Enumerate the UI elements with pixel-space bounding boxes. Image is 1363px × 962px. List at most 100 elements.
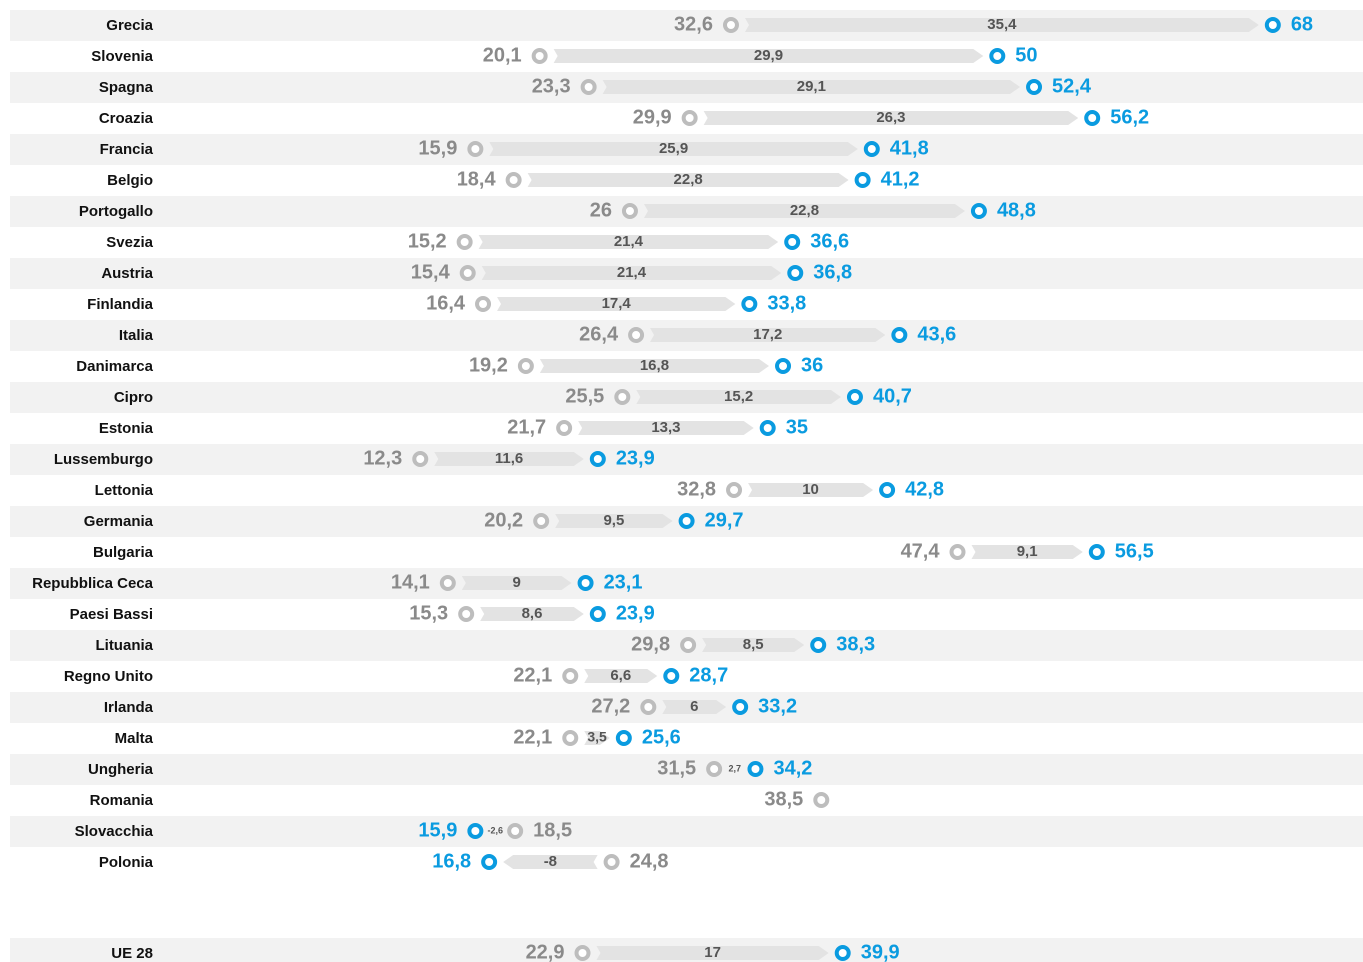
change-label: 9,5 xyxy=(603,512,624,529)
category-label: Lettonia xyxy=(95,482,154,499)
end-label: 43,6 xyxy=(917,323,956,345)
change-arrow xyxy=(503,855,598,869)
start-marker xyxy=(562,668,579,684)
start-marker xyxy=(603,854,620,870)
start-marker xyxy=(580,79,597,95)
category-label: Lituania xyxy=(95,637,153,654)
category-label: Estonia xyxy=(99,420,154,437)
start-label: 16,4 xyxy=(426,292,466,314)
change-arrow xyxy=(527,173,849,187)
end-label: 25,6 xyxy=(642,726,681,748)
change-arrow xyxy=(636,390,841,404)
end-label: 52,4 xyxy=(1052,75,1092,97)
start-label: 15,4 xyxy=(411,261,451,283)
start-label: 19,2 xyxy=(469,354,508,376)
row-band xyxy=(10,444,1363,475)
start-marker xyxy=(456,234,473,250)
change-label: 35,4 xyxy=(987,16,1017,33)
change-label: 16,8 xyxy=(640,357,669,374)
end-label: 42,8 xyxy=(905,478,944,500)
start-marker xyxy=(726,482,743,498)
change-label: 9,1 xyxy=(1017,543,1038,560)
change-arrow xyxy=(480,607,584,621)
start-label: 29,9 xyxy=(633,106,672,128)
start-label: 21,7 xyxy=(507,416,546,438)
change-arrow xyxy=(584,669,658,683)
change-arrow xyxy=(662,700,727,714)
start-marker xyxy=(574,945,591,961)
end-marker xyxy=(747,761,764,777)
end-label: 23,9 xyxy=(616,602,655,624)
start-marker xyxy=(681,110,698,126)
end-label: 50 xyxy=(1015,44,1037,66)
category-label: Grecia xyxy=(106,17,153,34)
end-marker xyxy=(970,203,987,219)
start-label: 27,2 xyxy=(591,695,630,717)
start-label: 14,1 xyxy=(391,571,430,593)
start-label: 12,3 xyxy=(363,447,402,469)
change-label: -8 xyxy=(544,853,557,870)
end-marker xyxy=(1026,79,1043,95)
end-label: 48,8 xyxy=(997,199,1036,221)
category-label: Paesi Bassi xyxy=(70,606,153,623)
category-label: Italia xyxy=(119,327,154,344)
end-marker xyxy=(1088,544,1105,560)
end-marker xyxy=(732,699,749,715)
start-label: 32,6 xyxy=(674,13,713,35)
start-label: 18,4 xyxy=(457,168,497,190)
end-marker xyxy=(834,945,851,961)
change-arrow xyxy=(478,235,779,249)
end-marker xyxy=(759,420,776,436)
change-arrow xyxy=(703,111,1079,125)
end-marker xyxy=(1084,110,1101,126)
start-label: 20,1 xyxy=(483,44,522,66)
end-marker xyxy=(589,606,606,622)
change-label: 8,5 xyxy=(743,636,764,653)
end-label: 40,7 xyxy=(873,385,912,407)
end-marker xyxy=(1264,17,1281,33)
start-label: 15,9 xyxy=(418,137,457,159)
start-marker xyxy=(505,172,522,188)
row-band xyxy=(10,816,1363,847)
start-label: 23,3 xyxy=(532,75,571,97)
end-marker xyxy=(879,482,896,498)
change-arrow xyxy=(602,80,1021,94)
change-arrow xyxy=(702,638,805,652)
start-marker xyxy=(949,544,966,560)
start-label: 20,2 xyxy=(484,509,523,531)
change-label: 6 xyxy=(690,698,698,715)
end-marker xyxy=(989,48,1006,64)
start-label: 15,2 xyxy=(408,230,447,252)
end-label: 36 xyxy=(801,354,823,376)
change-label: 26,3 xyxy=(876,109,905,126)
start-marker xyxy=(614,389,631,405)
change-arrow xyxy=(555,514,673,528)
change-arrow xyxy=(489,142,858,156)
change-label: 17 xyxy=(704,944,721,961)
category-label: Cipro xyxy=(114,389,153,406)
end-label: 33,2 xyxy=(758,695,797,717)
start-marker xyxy=(459,265,476,281)
start-marker xyxy=(458,606,475,622)
end-label: 41,8 xyxy=(890,137,929,159)
end-label: 41,2 xyxy=(881,168,920,190)
change-arrow xyxy=(650,328,886,342)
end-marker xyxy=(481,854,498,870)
category-label: Ungheria xyxy=(88,761,154,778)
start-label: 26 xyxy=(590,199,612,221)
end-label: 35 xyxy=(786,416,808,438)
change-arrow xyxy=(596,946,829,960)
start-label: 22,1 xyxy=(513,664,552,686)
change-arrow xyxy=(744,18,1259,32)
start-marker xyxy=(533,513,550,529)
category-label: Croazia xyxy=(99,110,154,127)
start-marker xyxy=(412,451,429,467)
end-label: 68 xyxy=(1291,13,1313,35)
end-marker xyxy=(891,327,908,343)
change-arrow xyxy=(748,483,874,497)
category-label: Slovacchia xyxy=(75,823,154,840)
start-marker xyxy=(439,575,456,591)
end-marker xyxy=(467,823,484,839)
start-label: 25,5 xyxy=(565,385,604,407)
change-label: 9 xyxy=(513,574,521,591)
